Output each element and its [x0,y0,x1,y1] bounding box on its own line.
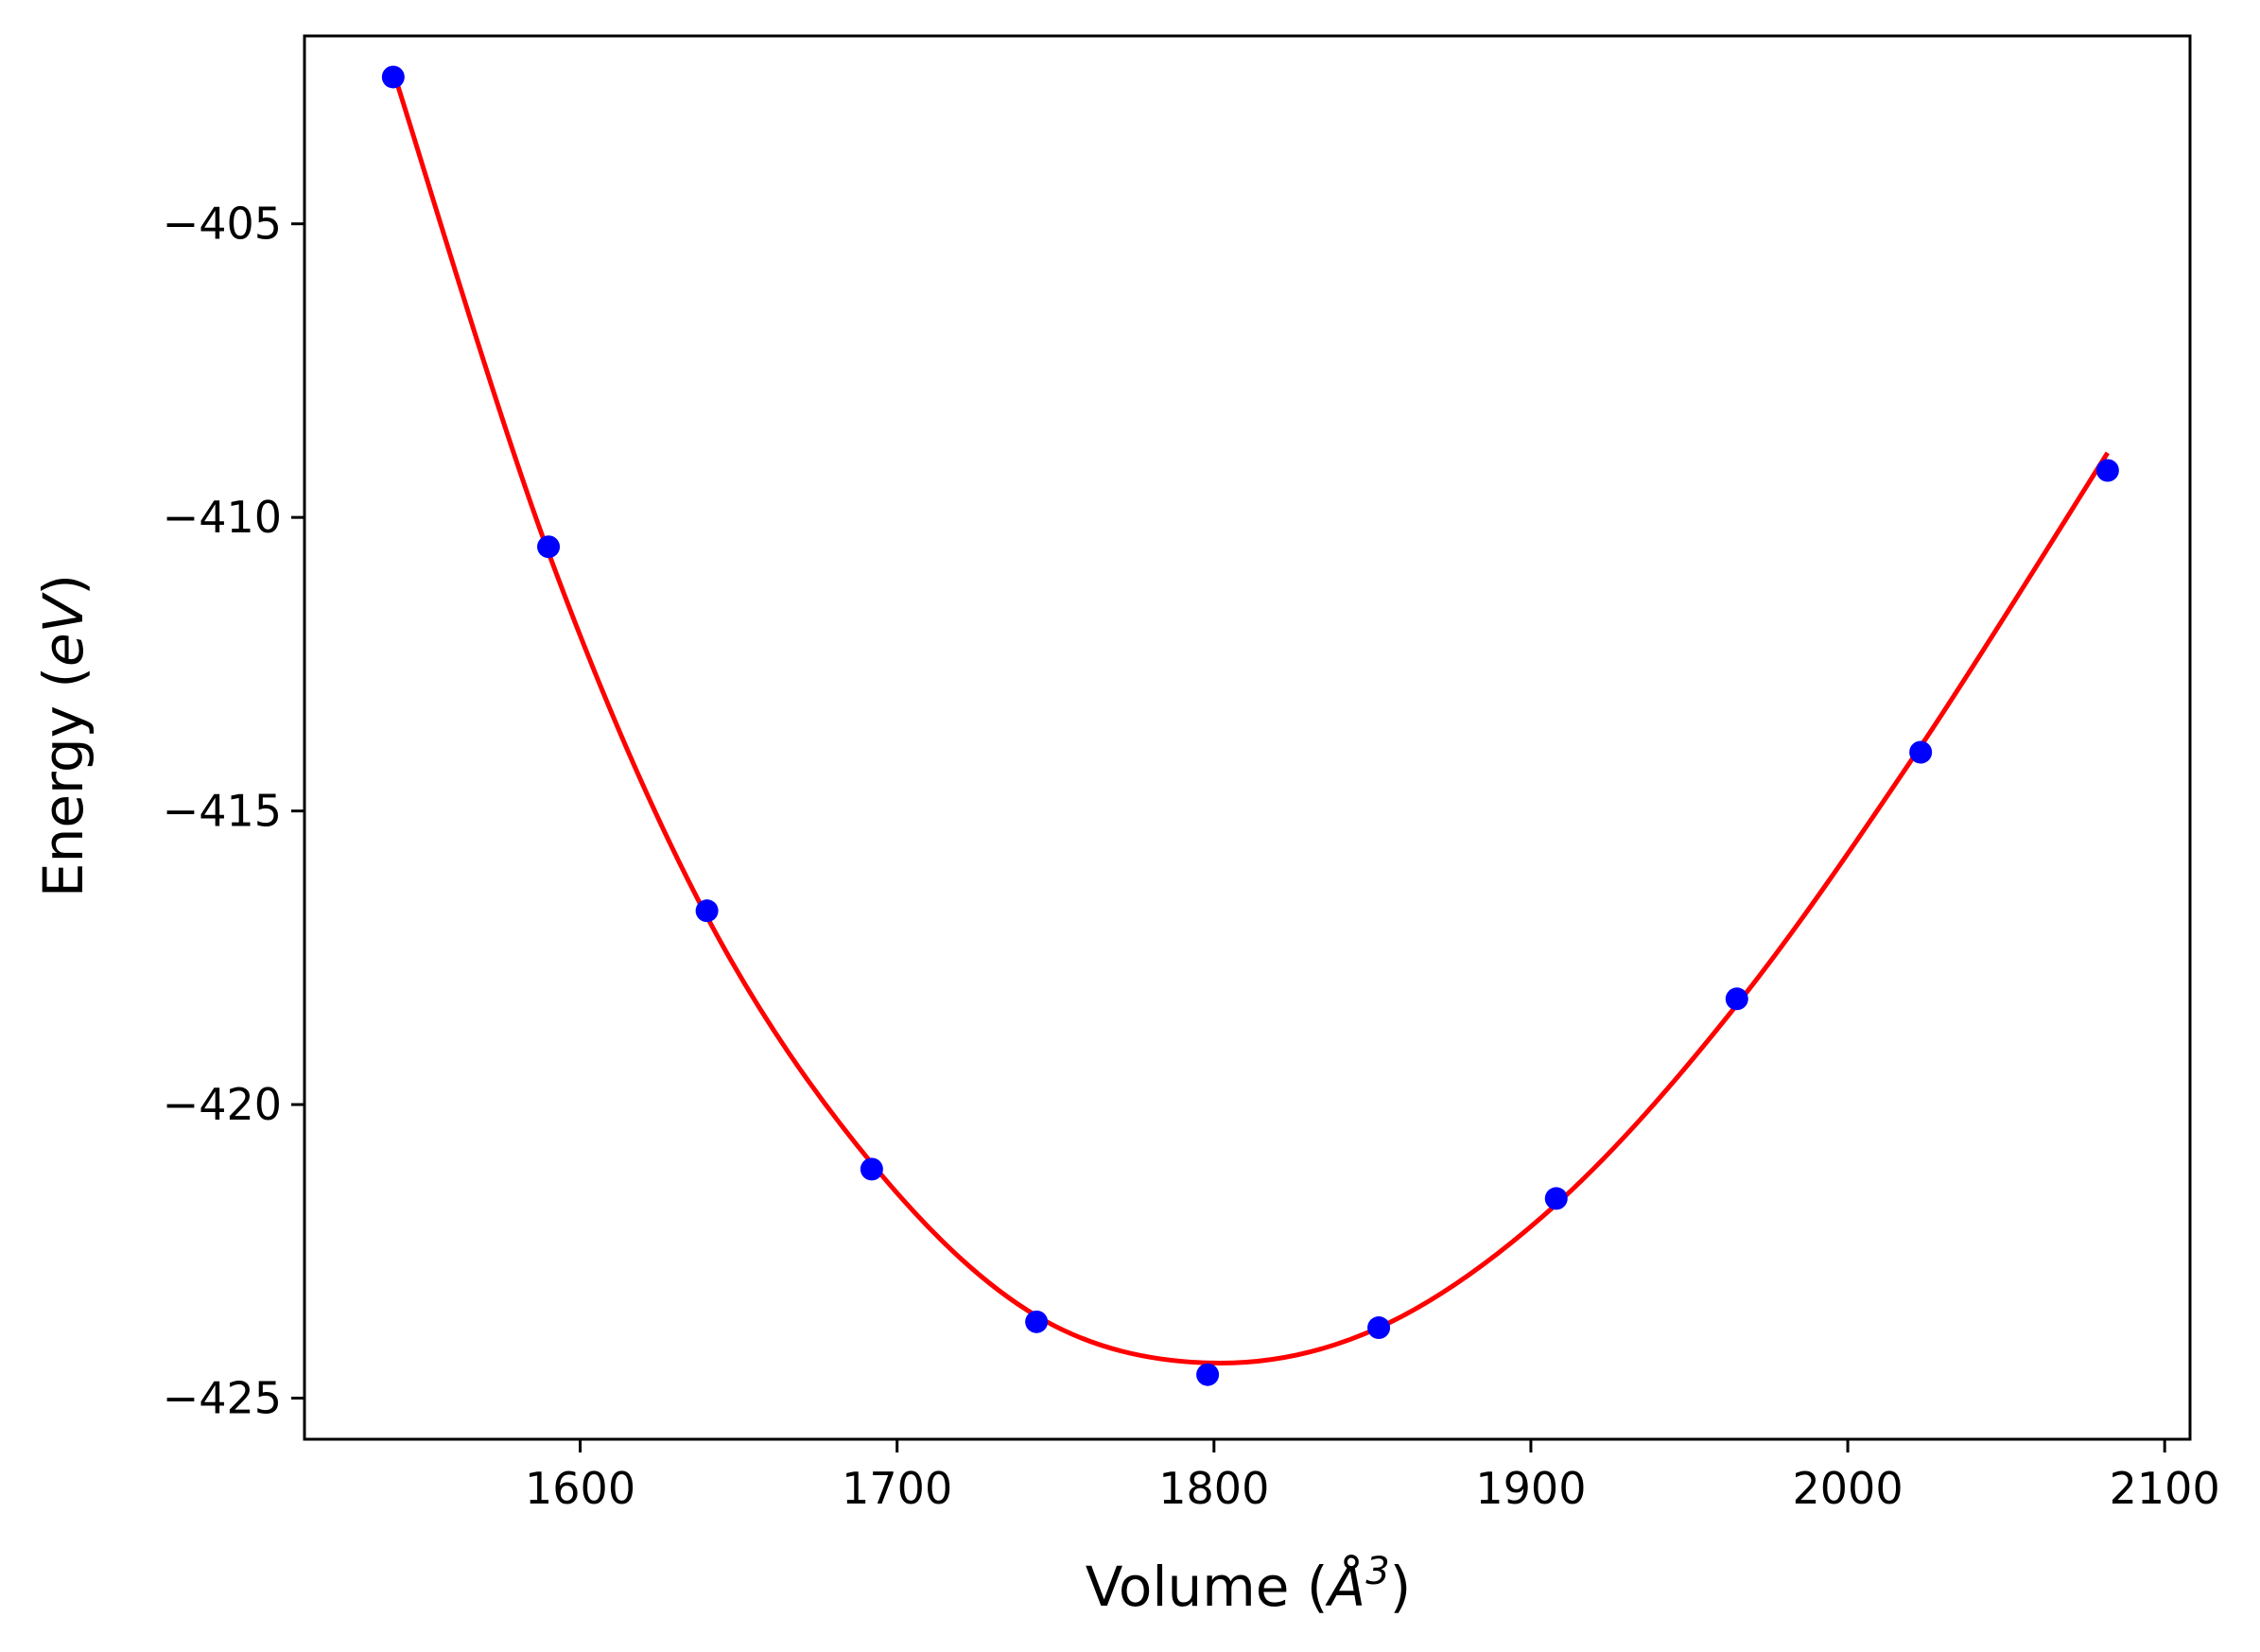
data-point [381,65,405,89]
data-point [1544,1187,1568,1210]
x-tick-label: 2100 [2110,1463,2220,1514]
data-point [695,899,719,923]
fit-curve-line [391,70,2110,1366]
data-point [1725,987,1748,1011]
data-point [537,535,561,559]
x-tick-label: 1600 [525,1463,635,1514]
y-tick-label: −415 [163,786,282,837]
data-point [860,1157,883,1181]
x-tick-label: 2000 [1793,1463,1904,1514]
x-tick-label: 1800 [1158,1463,1269,1514]
y-axis-label: Energy (eV) [31,574,96,897]
y-axis-ticks: −405 −410 −415 −420 −425 [163,199,304,1424]
y-tick-label: −410 [163,492,282,543]
x-axis-ticks: 1600 1700 1800 1900 2000 2100 [525,1439,2220,1514]
plot-area [381,65,2119,1386]
y-tick-label: −405 [163,199,282,250]
y-tick-label: −425 [163,1373,282,1424]
axes-frame [303,34,2192,1441]
data-point [1196,1363,1220,1386]
data-point [2095,459,2119,482]
x-tick-label: 1700 [842,1463,952,1514]
data-point [1025,1310,1049,1333]
data-point [1909,740,1933,764]
x-axis-label: Volume (Å3) [1086,1550,1412,1619]
y-tick-label: −420 [163,1079,282,1130]
x-tick-label: 1900 [1475,1463,1586,1514]
data-point [1367,1316,1391,1340]
